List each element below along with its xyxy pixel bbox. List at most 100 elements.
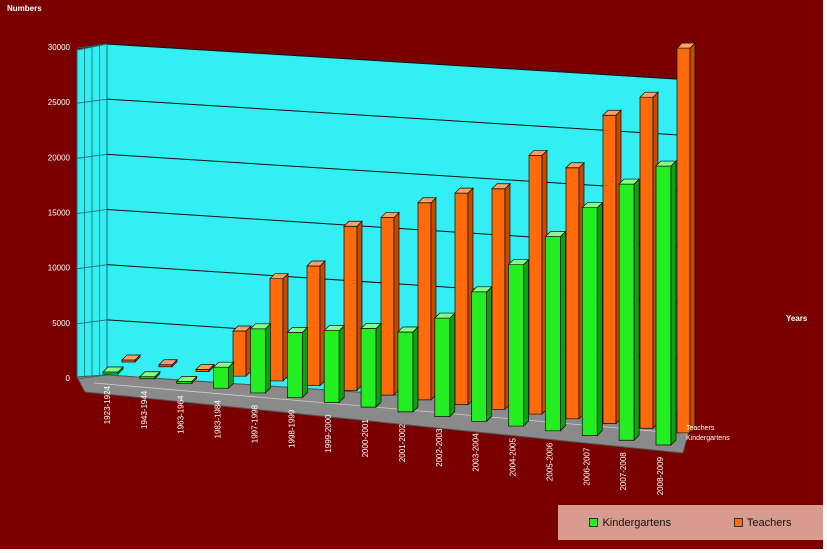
- x-tick-label: 1997-1998: [250, 404, 259, 443]
- bar-kindergartens-2008-2009-front: [655, 165, 672, 446]
- bar-teachers-2004-2005-top: [528, 150, 548, 156]
- x-axis-label: Years: [786, 314, 808, 323]
- bar-kindergartens-2004-2005: [507, 258, 530, 427]
- bar-teachers-1963-1964: [195, 363, 215, 373]
- side-gridline: [76, 153, 108, 159]
- bar-teachers-2005-2006-front: [565, 167, 580, 420]
- bar-kindergartens-1963-1964: [175, 375, 198, 385]
- bar-teachers-2006-2007-front: [602, 114, 617, 424]
- bar-kindergartens-2006-2007-front: [581, 207, 598, 436]
- bar-kindergartens-2007-2008-top: [618, 178, 640, 185]
- bar-kindergartens-2007-2008-front: [618, 183, 635, 441]
- bar-kindergartens-1999-2000-side: [338, 324, 345, 404]
- bar-teachers-2002-2003-front: [454, 192, 469, 405]
- bar-kindergartens-2003-2004: [470, 285, 493, 423]
- bar-kindergartens-1999-2000: [323, 324, 346, 404]
- bar-teachers-2005-2006: [565, 161, 585, 420]
- bar-kindergartens-1923-1924: [102, 366, 124, 375]
- bar-teachers-2005-2006-top: [565, 162, 585, 169]
- bar-kindergartens-2004-2005-top: [507, 259, 530, 266]
- bar-teachers-2006-2007-top: [602, 109, 622, 116]
- bar-kindergartens-2007-2008-side: [633, 178, 640, 442]
- side-gridline: [76, 319, 108, 325]
- bar-teachers-1983-1984-front: [232, 330, 247, 377]
- y-tick-label: 5000: [52, 319, 70, 328]
- bar-teachers-1963-1964-top: [195, 364, 215, 370]
- bar-teachers-1923-1924-top: [121, 354, 141, 361]
- bar-teachers-2001-2002-top: [417, 197, 437, 204]
- legend-item-teachers: Teachers: [733, 517, 792, 529]
- bar-teachers-1983-1984: [232, 325, 252, 378]
- bar-kindergartens-2001-2002-front: [397, 331, 414, 413]
- bar-teachers-2007-2008-top: [639, 91, 659, 98]
- bar-kindergartens-2007-2008: [618, 178, 640, 442]
- bar-kindergartens-2001-2002: [397, 326, 419, 413]
- bar-kindergartens-2000-2001-top: [360, 323, 382, 329]
- bar-kindergartens-2002-2003-front: [434, 317, 451, 417]
- bar-kindergartens-2003-2004-side: [486, 285, 493, 423]
- bar-teachers-2004-2005: [528, 149, 548, 415]
- bar-kindergartens-1943-1944: [139, 370, 161, 380]
- bar-kindergartens-1999-2000-front: [323, 330, 340, 403]
- bar-teachers-2007-2008: [639, 91, 659, 430]
- bar-kindergartens-1997-1998-side: [265, 322, 271, 394]
- bar-kindergartens-2003-2004-top: [470, 286, 493, 293]
- x-tick-label: 2002-2003: [435, 428, 444, 467]
- x-tick-label: 2006-2007: [582, 447, 591, 486]
- y-tick-label: 0: [66, 374, 71, 383]
- bar-kindergartens-2002-2003: [433, 312, 456, 418]
- bar-teachers-2000-2001-top: [380, 212, 400, 218]
- bar-teachers-2008-2009-front: [676, 47, 691, 434]
- bar-teachers-1998-1999: [306, 260, 326, 387]
- bar-kindergartens-2004-2005-front: [508, 264, 524, 427]
- bar-kindergartens-1999-2000-top: [323, 325, 346, 331]
- bar-kindergartens-1983-1984: [212, 361, 235, 390]
- x-tick-label: 2008-2009: [656, 456, 665, 495]
- bar-teachers-2002-2003: [454, 187, 474, 406]
- bar-kindergartens-2000-2001-side: [375, 322, 382, 408]
- side-gridline: [76, 264, 108, 270]
- y-axis-label: Numbers: [7, 4, 42, 13]
- legend-item-kindergartens: Kindergartens: [589, 517, 671, 529]
- bar-kindergartens-2006-2007-side: [596, 201, 603, 437]
- bar-kindergartens-2002-2003-top: [433, 312, 456, 319]
- x-tick-label: 1923-1924: [103, 385, 112, 424]
- bar-teachers-2000-2001-front: [380, 217, 395, 396]
- bar-teachers-2008-2009-top: [676, 42, 696, 49]
- depth-label: Teachers: [686, 425, 715, 432]
- bar-kindergartens-2008-2009: [655, 160, 677, 446]
- side-gridline: [76, 209, 108, 214]
- bar-kindergartens-2002-2003-side: [449, 312, 456, 418]
- bar-teachers-2008-2009: [676, 42, 696, 434]
- x-tick-label: 2003-2004: [472, 433, 481, 472]
- bar-teachers-1998-1999-front: [306, 265, 321, 387]
- x-tick-label: 1983-1984: [214, 400, 223, 439]
- bar-kindergartens-1998-1999-top: [286, 327, 309, 333]
- bar-teachers-1998-1999-top: [306, 260, 326, 267]
- bar-kindergartens-2005-2006-top: [544, 231, 567, 237]
- legend-swatch-kindergartens: [589, 518, 599, 527]
- bar-teachers-2007-2008-front: [639, 96, 654, 429]
- bar-kindergartens-2006-2007-top: [581, 202, 604, 209]
- gridline: [106, 153, 694, 193]
- bar-kindergartens-1997-1998-top: [249, 323, 272, 330]
- y-tick-label: 30000: [48, 43, 71, 52]
- bar-teachers-2008-2009-side: [689, 42, 696, 434]
- bar-teachers-1943-1944-top: [158, 359, 178, 366]
- bar-teachers-1997-1998-front: [269, 278, 284, 382]
- bar-kindergartens-1983-1984-front: [213, 366, 229, 389]
- bar-teachers-2004-2005-front: [528, 155, 543, 415]
- bar-teachers-2003-2004-top: [491, 183, 511, 190]
- bar-teachers-1943-1944: [158, 358, 178, 368]
- x-tick-label: 2000-2001: [361, 419, 370, 458]
- bar-kindergartens-1998-1999-front: [286, 332, 303, 399]
- x-tick-label: 2007-2008: [619, 452, 628, 491]
- x-tick-label: 2001-2002: [398, 423, 407, 462]
- bar-teachers-1983-1984-top: [232, 325, 252, 332]
- legend-swatch-teachers: [733, 518, 743, 527]
- x-tick-label: 1943-1944: [140, 390, 149, 429]
- y-tick-label: 10000: [48, 264, 71, 273]
- y-tick-label: 25000: [48, 98, 71, 107]
